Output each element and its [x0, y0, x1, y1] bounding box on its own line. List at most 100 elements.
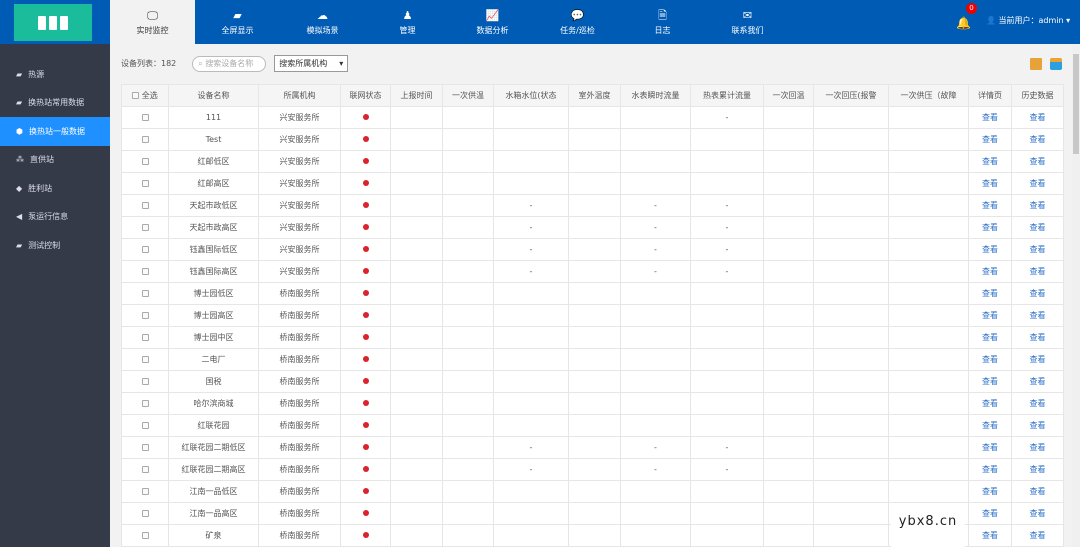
column-header[interactable]: 热表累计流量: [690, 84, 764, 107]
row-checkbox[interactable]: [141, 180, 149, 187]
detail-link[interactable]: 查看: [968, 304, 1012, 327]
detail-link[interactable]: 查看: [968, 370, 1012, 393]
column-header[interactable]: 设备名称: [168, 84, 259, 107]
sidebar-item[interactable]: ▰ 换热站常用数据: [0, 89, 110, 118]
detail-link[interactable]: 查看: [968, 150, 1012, 173]
row-checkbox[interactable]: [141, 202, 149, 209]
detail-link[interactable]: 查看: [968, 106, 1012, 129]
history-link[interactable]: 查看: [1011, 128, 1064, 151]
history-link[interactable]: 查看: [1011, 150, 1064, 173]
detail-link[interactable]: 查看: [968, 524, 1012, 547]
row-checkbox[interactable]: [141, 488, 149, 495]
nav-tab[interactable]: ▰ 全屏显示: [195, 0, 280, 44]
sidebar-item[interactable]: ◆ 胜利站: [0, 174, 110, 203]
detail-link[interactable]: 查看: [968, 260, 1012, 283]
row-checkbox[interactable]: [141, 466, 149, 473]
detail-link[interactable]: 查看: [968, 502, 1012, 525]
row-checkbox[interactable]: [141, 246, 149, 253]
sidebar-item[interactable]: ▰ 测试控制: [0, 231, 110, 260]
column-header[interactable]: 所属机构: [258, 84, 341, 107]
column-header[interactable]: 水箱水位(状态: [493, 84, 569, 107]
history-link[interactable]: 查看: [1011, 106, 1064, 129]
column-header[interactable]: 一次回压(报警: [813, 84, 889, 107]
search-placeholder: 搜索设备名称: [205, 58, 254, 68]
row-checkbox[interactable]: [141, 356, 149, 363]
column-header[interactable]: 一次回温: [763, 84, 814, 107]
export-icon[interactable]: [1030, 58, 1042, 70]
history-link[interactable]: 查看: [1011, 414, 1064, 437]
user-menu[interactable]: 👤 当前用户：admin ▾: [986, 16, 1071, 25]
history-link[interactable]: 查看: [1011, 216, 1064, 239]
row-checkbox[interactable]: [141, 334, 149, 341]
row-checkbox[interactable]: [141, 268, 149, 275]
sidebar-item[interactable]: ▰ 热源: [0, 60, 110, 89]
history-link[interactable]: 查看: [1011, 260, 1064, 283]
column-header[interactable]: 一次供温: [442, 84, 494, 107]
column-header[interactable]: 历史数据: [1011, 84, 1064, 107]
sidebar-item[interactable]: ⬢ 换热站一般数据: [0, 117, 110, 146]
row-checkbox[interactable]: [141, 136, 149, 143]
column-header[interactable]: 详情页: [968, 84, 1012, 107]
nav-tab[interactable]: ☁ 模拟场景: [280, 0, 365, 44]
row-checkbox[interactable]: [141, 378, 149, 385]
row-checkbox[interactable]: [141, 422, 149, 429]
checkbox[interactable]: [132, 92, 140, 99]
detail-link[interactable]: 查看: [968, 216, 1012, 239]
history-link[interactable]: 查看: [1011, 502, 1064, 525]
history-link[interactable]: 查看: [1011, 326, 1064, 349]
nav-tab[interactable]: 💬 任务/巡检: [535, 0, 620, 44]
row-checkbox[interactable]: [141, 290, 149, 297]
nav-tab[interactable]: 🗎 日志: [620, 0, 705, 44]
column-header[interactable]: 水表瞬时流量: [620, 84, 691, 107]
detail-link[interactable]: 查看: [968, 194, 1012, 217]
row-checkbox[interactable]: [141, 400, 149, 407]
row-checkbox[interactable]: [141, 444, 149, 451]
nav-tab[interactable]: 📈 数据分析: [450, 0, 535, 44]
column-header[interactable]: 上报时间: [390, 84, 443, 107]
sidebar-item[interactable]: ⁂ 直供站: [0, 146, 110, 175]
history-link[interactable]: 查看: [1011, 238, 1064, 261]
history-link[interactable]: 查看: [1011, 480, 1064, 503]
detail-link[interactable]: 查看: [968, 172, 1012, 195]
row-checkbox[interactable]: [141, 224, 149, 231]
detail-link[interactable]: 查看: [968, 480, 1012, 503]
row-checkbox[interactable]: [141, 158, 149, 165]
nav-tab[interactable]: ✉ 联系我们: [705, 0, 790, 44]
history-link[interactable]: 查看: [1011, 392, 1064, 415]
nav-tab[interactable]: ♟ 管理: [365, 0, 450, 44]
detail-link[interactable]: 查看: [968, 282, 1012, 305]
detail-link[interactable]: 查看: [968, 348, 1012, 371]
detail-link[interactable]: 查看: [968, 436, 1012, 459]
history-link[interactable]: 查看: [1011, 436, 1064, 459]
row-checkbox[interactable]: [141, 114, 149, 121]
row-checkbox[interactable]: [141, 312, 149, 319]
history-link[interactable]: 查看: [1011, 458, 1064, 481]
detail-link[interactable]: 查看: [968, 128, 1012, 151]
sidebar-item[interactable]: ◀ 泵运行信息: [0, 203, 110, 232]
history-link[interactable]: 查看: [1011, 194, 1064, 217]
column-header[interactable]: 一次供压（故障: [888, 84, 969, 107]
history-link[interactable]: 查看: [1011, 282, 1064, 305]
detail-link[interactable]: 查看: [968, 414, 1012, 437]
scrollbar[interactable]: [1072, 44, 1080, 547]
history-link[interactable]: 查看: [1011, 348, 1064, 371]
search-input[interactable]: ⌕ 搜索设备名称: [192, 55, 267, 72]
bell-icon[interactable]: 🔔: [956, 16, 971, 30]
scroll-thumb[interactable]: [1073, 54, 1079, 154]
row-checkbox[interactable]: [141, 532, 149, 539]
detail-link[interactable]: 查看: [968, 326, 1012, 349]
org-select[interactable]: 搜索所属机构 ▾: [274, 55, 349, 72]
column-header[interactable]: 联网状态: [340, 84, 391, 107]
history-link[interactable]: 查看: [1011, 172, 1064, 195]
detail-link[interactable]: 查看: [968, 392, 1012, 415]
history-link[interactable]: 查看: [1011, 524, 1064, 547]
history-link[interactable]: 查看: [1011, 304, 1064, 327]
select-all[interactable]: 全选: [121, 84, 169, 107]
column-header[interactable]: 室外温度: [568, 84, 621, 107]
nav-tab[interactable]: 🖵 实时监控: [110, 0, 195, 44]
detail-link[interactable]: 查看: [968, 458, 1012, 481]
row-checkbox[interactable]: [141, 510, 149, 517]
history-link[interactable]: 查看: [1011, 370, 1064, 393]
detail-link[interactable]: 查看: [968, 238, 1012, 261]
print-icon[interactable]: [1050, 58, 1062, 70]
